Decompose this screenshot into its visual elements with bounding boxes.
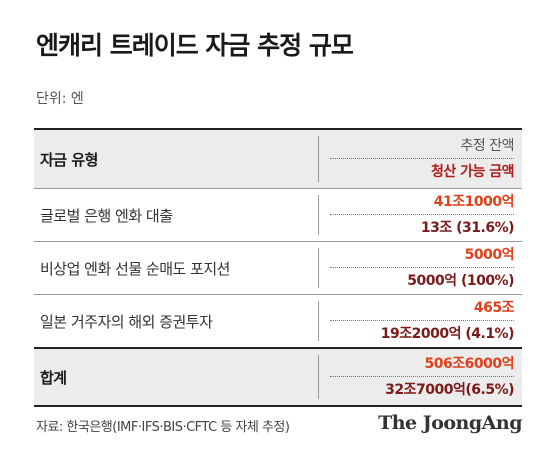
- header-liquidable-amount: 청산 가능 금액: [430, 164, 515, 180]
- row-values: 41조1000억 13조 (31.6%): [330, 189, 515, 241]
- total-liquidable: 32조7000억(6.5%): [385, 382, 514, 398]
- table-row: 비상업 엔화 선물 순매도 포지션 5000억 5000억 (100%): [34, 241, 522, 294]
- column-divider: [318, 195, 319, 235]
- row-liquidable: 5000억 (100%): [407, 273, 514, 289]
- publisher-logo: The JoongAng: [378, 412, 522, 434]
- source-note: 자료: 한국은행(IMF·IFS·BIS·CFTC 등 자체 추정): [36, 420, 290, 435]
- row-balance: 41조1000억: [330, 192, 515, 215]
- column-divider: [318, 355, 319, 399]
- header-fund-type: 자금 유형: [40, 150, 98, 169]
- table-row: 일본 거주자의 해외 증권투자 465조 19조2000억 (4.1%): [34, 294, 522, 347]
- column-divider: [318, 301, 319, 341]
- row-values: 5000억 5000억 (100%): [330, 242, 515, 294]
- row-values: 465조 19조2000억 (4.1%): [330, 295, 515, 347]
- total-values: 506조6000억 32조7000억(6.5%): [330, 349, 515, 405]
- row-balance: 465조: [330, 298, 515, 321]
- unit-label: 단위: 엔: [36, 91, 84, 107]
- fund-table: 자금 유형 추정 잔액 청산 가능 금액 글로벌 은행 엔화 대출 41조100…: [34, 128, 522, 407]
- total-label: 합계: [40, 368, 67, 387]
- header-right: 추정 잔액 청산 가능 금액: [330, 130, 515, 188]
- row-liquidable: 19조2000억 (4.1%): [380, 326, 515, 342]
- row-label: 글로벌 은행 엔화 대출: [40, 206, 173, 225]
- row-balance: 5000억: [330, 245, 515, 268]
- header-estimated-balance: 추정 잔액: [330, 136, 515, 159]
- column-divider: [318, 248, 319, 288]
- row-liquidable: 13조 (31.6%): [420, 220, 515, 236]
- total-balance: 506조6000억: [330, 354, 515, 377]
- page-title: 엔캐리 트레이드 자금 추정 규모: [36, 31, 354, 60]
- row-label: 비상업 엔화 선물 순매도 포지션: [40, 259, 230, 278]
- row-label: 일본 거주자의 해외 증권투자: [40, 312, 213, 331]
- table-total-row: 합계 506조6000억 32조7000억(6.5%): [34, 347, 522, 407]
- table-row: 글로벌 은행 엔화 대출 41조1000억 13조 (31.6%): [34, 188, 522, 241]
- table-header-row: 자금 유형 추정 잔액 청산 가능 금액: [34, 128, 522, 188]
- column-divider: [318, 136, 319, 182]
